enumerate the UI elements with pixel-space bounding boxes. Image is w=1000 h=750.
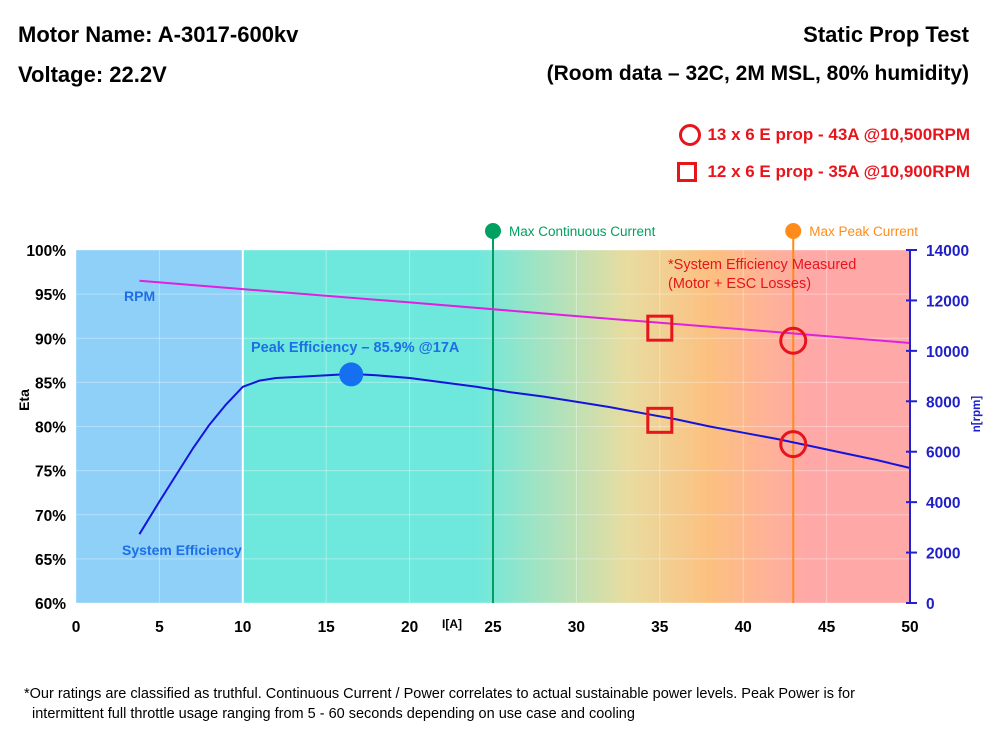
motor-name: Motor Name: A-3017-600kv bbox=[18, 22, 299, 47]
legend-label: 12 x 6 E prop - 35A @10,900RPM bbox=[707, 162, 970, 181]
y-axis-title: Eta bbox=[16, 389, 32, 411]
left-tick-label: 80% bbox=[35, 420, 66, 437]
right-tick-label: 8000 bbox=[926, 394, 960, 411]
max-peak-dot bbox=[785, 223, 802, 239]
x-tick-label: 40 bbox=[735, 619, 752, 636]
prop-12x6-square-marker bbox=[646, 406, 674, 434]
right-tick-label: 10000 bbox=[926, 344, 969, 361]
prop-13x6-circle-marker bbox=[779, 326, 808, 355]
legend-label: 13 x 6 E prop - 43A @10,500RPM bbox=[707, 125, 970, 144]
right-tick-label: 6000 bbox=[926, 445, 960, 462]
zone-gradient bbox=[242, 250, 911, 603]
left-tick-label: 100% bbox=[26, 243, 66, 260]
prop-12x6-square-marker bbox=[646, 314, 674, 342]
room-data: (Room data – 32C, 2M MSL, 80% humidity) bbox=[546, 62, 969, 85]
left-tick-label: 60% bbox=[35, 596, 66, 613]
footnote-line-2: intermittent full throttle usage ranging… bbox=[32, 706, 635, 722]
max-peak-label: Max Peak Current bbox=[809, 224, 918, 239]
circle-icon bbox=[679, 124, 702, 146]
right-tick-label: 0 bbox=[926, 596, 935, 613]
left-tick-label: 70% bbox=[35, 508, 66, 525]
footnote-line-1: *Our ratings are classified as truthful.… bbox=[24, 686, 855, 702]
efficiency-series-label: System Efficiency bbox=[122, 542, 242, 558]
peak-efficiency-label: Peak Efficiency – 85.9% @17A bbox=[251, 340, 460, 356]
x-tick-label: 5 bbox=[155, 619, 164, 636]
peak-efficiency-point bbox=[339, 362, 364, 387]
zone-blue bbox=[76, 250, 243, 603]
x-tick-label: 45 bbox=[818, 619, 836, 636]
square-icon bbox=[677, 162, 698, 182]
x-tick-label: 10 bbox=[234, 619, 251, 636]
right-tick-label: 4000 bbox=[926, 495, 960, 512]
test-title: Static Prop Test bbox=[803, 22, 969, 47]
system-note-line-1: *System Efficiency Measured bbox=[668, 257, 856, 273]
x-tick-label: 25 bbox=[484, 619, 502, 636]
x-tick-label: 0 bbox=[72, 619, 81, 636]
x-tick-label: 30 bbox=[568, 619, 585, 636]
left-tick-label: 85% bbox=[35, 375, 66, 392]
rpm-line bbox=[139, 279, 911, 344]
right-tick-label: 2000 bbox=[926, 546, 960, 563]
max-continuous-dot bbox=[485, 223, 501, 239]
footnote: *Our ratings are classified as truthful.… bbox=[24, 684, 924, 724]
system-note-line-2: (Motor + ESC Losses) bbox=[668, 276, 811, 292]
left-tick-label: 75% bbox=[35, 464, 66, 481]
y2-axis-title: n[rpm] bbox=[971, 396, 983, 433]
x-tick-label: 20 bbox=[401, 619, 418, 636]
legend-item-13x6: 13 x 6 E prop - 43A @10,500RPM bbox=[679, 124, 970, 146]
x-tick-label: 50 bbox=[901, 619, 918, 636]
right-tick-label: 12000 bbox=[926, 293, 969, 310]
prop-13x6-circle-marker bbox=[779, 430, 808, 459]
x-axis-title: I[A] bbox=[442, 617, 462, 631]
left-tick-label: 65% bbox=[35, 552, 66, 569]
efficiency-chart: Max Continuous Current Max Peak Current 0 2… bbox=[16, 223, 983, 636]
x-tick-label: 35 bbox=[651, 619, 669, 636]
right-tick-label: 14000 bbox=[926, 243, 969, 260]
legend-item-12x6: 12 x 6 E prop - 35A @10,900RPM bbox=[675, 162, 970, 182]
x-tick-label: 15 bbox=[318, 619, 336, 636]
left-tick-label: 90% bbox=[35, 331, 66, 348]
left-tick-label: 95% bbox=[35, 287, 66, 304]
rpm-series-label: RPM bbox=[124, 288, 155, 304]
max-continuous-label: Max Continuous Current bbox=[509, 224, 656, 239]
voltage: Voltage: 22.2V bbox=[18, 62, 167, 87]
efficiency-line bbox=[138, 373, 911, 535]
